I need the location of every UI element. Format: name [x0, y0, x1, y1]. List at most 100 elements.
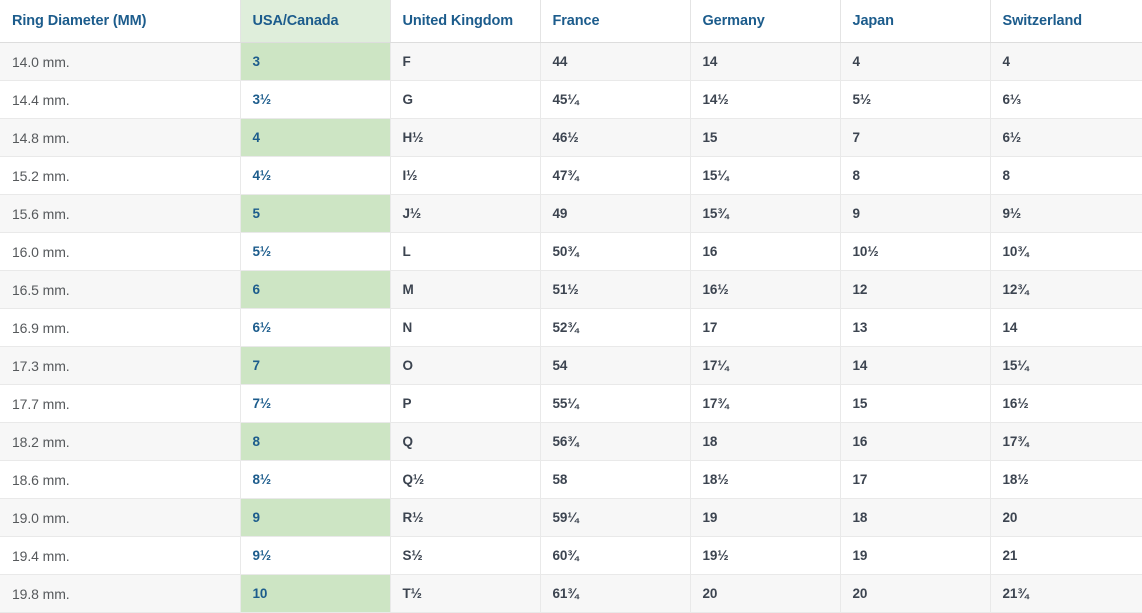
table-row: 17.7 mm. 7½ P 55¼ 17¾ 15 16½	[0, 384, 1142, 423]
table-row: 16.5 mm. 6 M 51½ 16½ 12 12¾	[0, 270, 1142, 309]
cell-ring-diameter: 16.9 mm.	[0, 308, 241, 347]
column-header-france: France	[540, 0, 691, 43]
cell-france: 60¾	[540, 536, 691, 575]
cell-united-kingdom: N	[390, 308, 541, 347]
cell-japan: 7	[840, 118, 991, 157]
cell-japan: 14	[840, 346, 991, 385]
cell-japan: 9	[840, 194, 991, 233]
cell-germany: 17¼	[690, 346, 841, 385]
cell-united-kingdom: Q½	[390, 460, 541, 499]
cell-usa-canada: 6½	[240, 308, 391, 347]
cell-japan: 12	[840, 270, 991, 309]
cell-united-kingdom: F	[390, 42, 541, 81]
cell-japan: 10½	[840, 232, 991, 271]
cell-united-kingdom: T½	[390, 574, 541, 613]
cell-switzerland: 9½	[990, 194, 1142, 233]
cell-usa-canada: 8½	[240, 460, 391, 499]
cell-germany: 15¼	[690, 156, 841, 195]
cell-united-kingdom: L	[390, 232, 541, 271]
cell-france: 55¼	[540, 384, 691, 423]
table-row: 19.8 mm. 10 T½ 61¾ 20 20 21¾	[0, 574, 1142, 613]
cell-france: 49	[540, 194, 691, 233]
table-row: 19.0 mm. 9 R½ 59¼ 19 18 20	[0, 498, 1142, 537]
cell-usa-canada: 6	[240, 270, 391, 309]
cell-germany: 17	[690, 308, 841, 347]
cell-france: 52¾	[540, 308, 691, 347]
cell-usa-canada: 10	[240, 574, 391, 613]
cell-united-kingdom: Q	[390, 422, 541, 461]
table-row: 15.2 mm. 4½ I½ 47¾ 15¼ 8 8	[0, 156, 1142, 195]
cell-ring-diameter: 14.0 mm.	[0, 42, 241, 81]
cell-japan: 13	[840, 308, 991, 347]
table-row: 16.0 mm. 5½ L 50¾ 16 10½ 10¾	[0, 232, 1142, 271]
cell-switzerland: 15¼	[990, 346, 1142, 385]
cell-united-kingdom: M	[390, 270, 541, 309]
cell-japan: 20	[840, 574, 991, 613]
column-header-japan: Japan	[840, 0, 991, 43]
cell-switzerland: 21¾	[990, 574, 1142, 613]
cell-france: 54	[540, 346, 691, 385]
cell-germany: 16½	[690, 270, 841, 309]
cell-ring-diameter: 14.4 mm.	[0, 80, 241, 119]
cell-ring-diameter: 18.2 mm.	[0, 422, 241, 461]
cell-france: 45¼	[540, 80, 691, 119]
cell-switzerland: 12¾	[990, 270, 1142, 309]
cell-ring-diameter: 15.2 mm.	[0, 156, 241, 195]
cell-usa-canada: 7	[240, 346, 391, 385]
cell-france: 44	[540, 42, 691, 81]
cell-germany: 19	[690, 498, 841, 537]
cell-ring-diameter: 19.4 mm.	[0, 536, 241, 575]
cell-france: 46½	[540, 118, 691, 157]
cell-usa-canada: 8	[240, 422, 391, 461]
cell-japan: 8	[840, 156, 991, 195]
cell-japan: 18	[840, 498, 991, 537]
cell-germany: 20	[690, 574, 841, 613]
cell-france: 59¼	[540, 498, 691, 537]
cell-switzerland: 14	[990, 308, 1142, 347]
cell-switzerland: 17¾	[990, 422, 1142, 461]
header-row: Ring Diameter (MM) USA/Canada United Kingd…	[0, 0, 1142, 43]
cell-switzerland: 21	[990, 536, 1142, 575]
table-row: 15.6 mm. 5 J½ 49 15¾ 9 9½	[0, 194, 1142, 233]
column-header-switzerland: Switzerland	[990, 0, 1142, 43]
cell-switzerland: 10¾	[990, 232, 1142, 271]
cell-usa-canada: 5	[240, 194, 391, 233]
cell-france: 61¾	[540, 574, 691, 613]
cell-usa-canada: 3	[240, 42, 391, 81]
cell-france: 47¾	[540, 156, 691, 195]
table-row: 14.8 mm. 4 H½ 46½ 15 7 6½	[0, 118, 1142, 157]
cell-japan: 5½	[840, 80, 991, 119]
cell-switzerland: 8	[990, 156, 1142, 195]
cell-usa-canada: 4	[240, 118, 391, 157]
cell-united-kingdom: S½	[390, 536, 541, 575]
cell-ring-diameter: 14.8 mm.	[0, 118, 241, 157]
cell-ring-diameter: 17.7 mm.	[0, 384, 241, 423]
table-row: 19.4 mm. 9½ S½ 60¾ 19½ 19 21	[0, 536, 1142, 575]
table-body: 14.0 mm. 3 F 44 14 4 4 14.4 mm. 3½ G 45¼ 14½ 5½ 6⅓ 14.…	[0, 42, 1142, 613]
cell-germany: 18	[690, 422, 841, 461]
cell-switzerland: 6⅓	[990, 80, 1142, 119]
cell-japan: 4	[840, 42, 991, 81]
cell-germany: 14½	[690, 80, 841, 119]
table-row: 17.3 mm. 7 O 54 17¼ 14 15¼	[0, 346, 1142, 385]
table-header: Ring Diameter (MM) USA/Canada United Kingd…	[0, 0, 1142, 43]
cell-united-kingdom: I½	[390, 156, 541, 195]
cell-ring-diameter: 19.0 mm.	[0, 498, 241, 537]
cell-united-kingdom: P	[390, 384, 541, 423]
cell-germany: 15	[690, 118, 841, 157]
column-header-usa-canada: USA/Canada	[240, 0, 391, 43]
cell-japan: 19	[840, 536, 991, 575]
table-row: 18.6 mm. 8½ Q½ 58 18½ 17 18½	[0, 460, 1142, 499]
cell-united-kingdom: H½	[390, 118, 541, 157]
table-row: 14.0 mm. 3 F 44 14 4 4	[0, 42, 1142, 81]
column-header-germany: Germany	[690, 0, 841, 43]
cell-usa-canada: 3½	[240, 80, 391, 119]
cell-usa-canada: 9½	[240, 536, 391, 575]
cell-ring-diameter: 19.8 mm.	[0, 574, 241, 613]
cell-switzerland: 16½	[990, 384, 1142, 423]
cell-germany: 15¾	[690, 194, 841, 233]
cell-switzerland: 20	[990, 498, 1142, 537]
cell-usa-canada: 7½	[240, 384, 391, 423]
table-row: 16.9 mm. 6½ N 52¾ 17 13 14	[0, 308, 1142, 347]
